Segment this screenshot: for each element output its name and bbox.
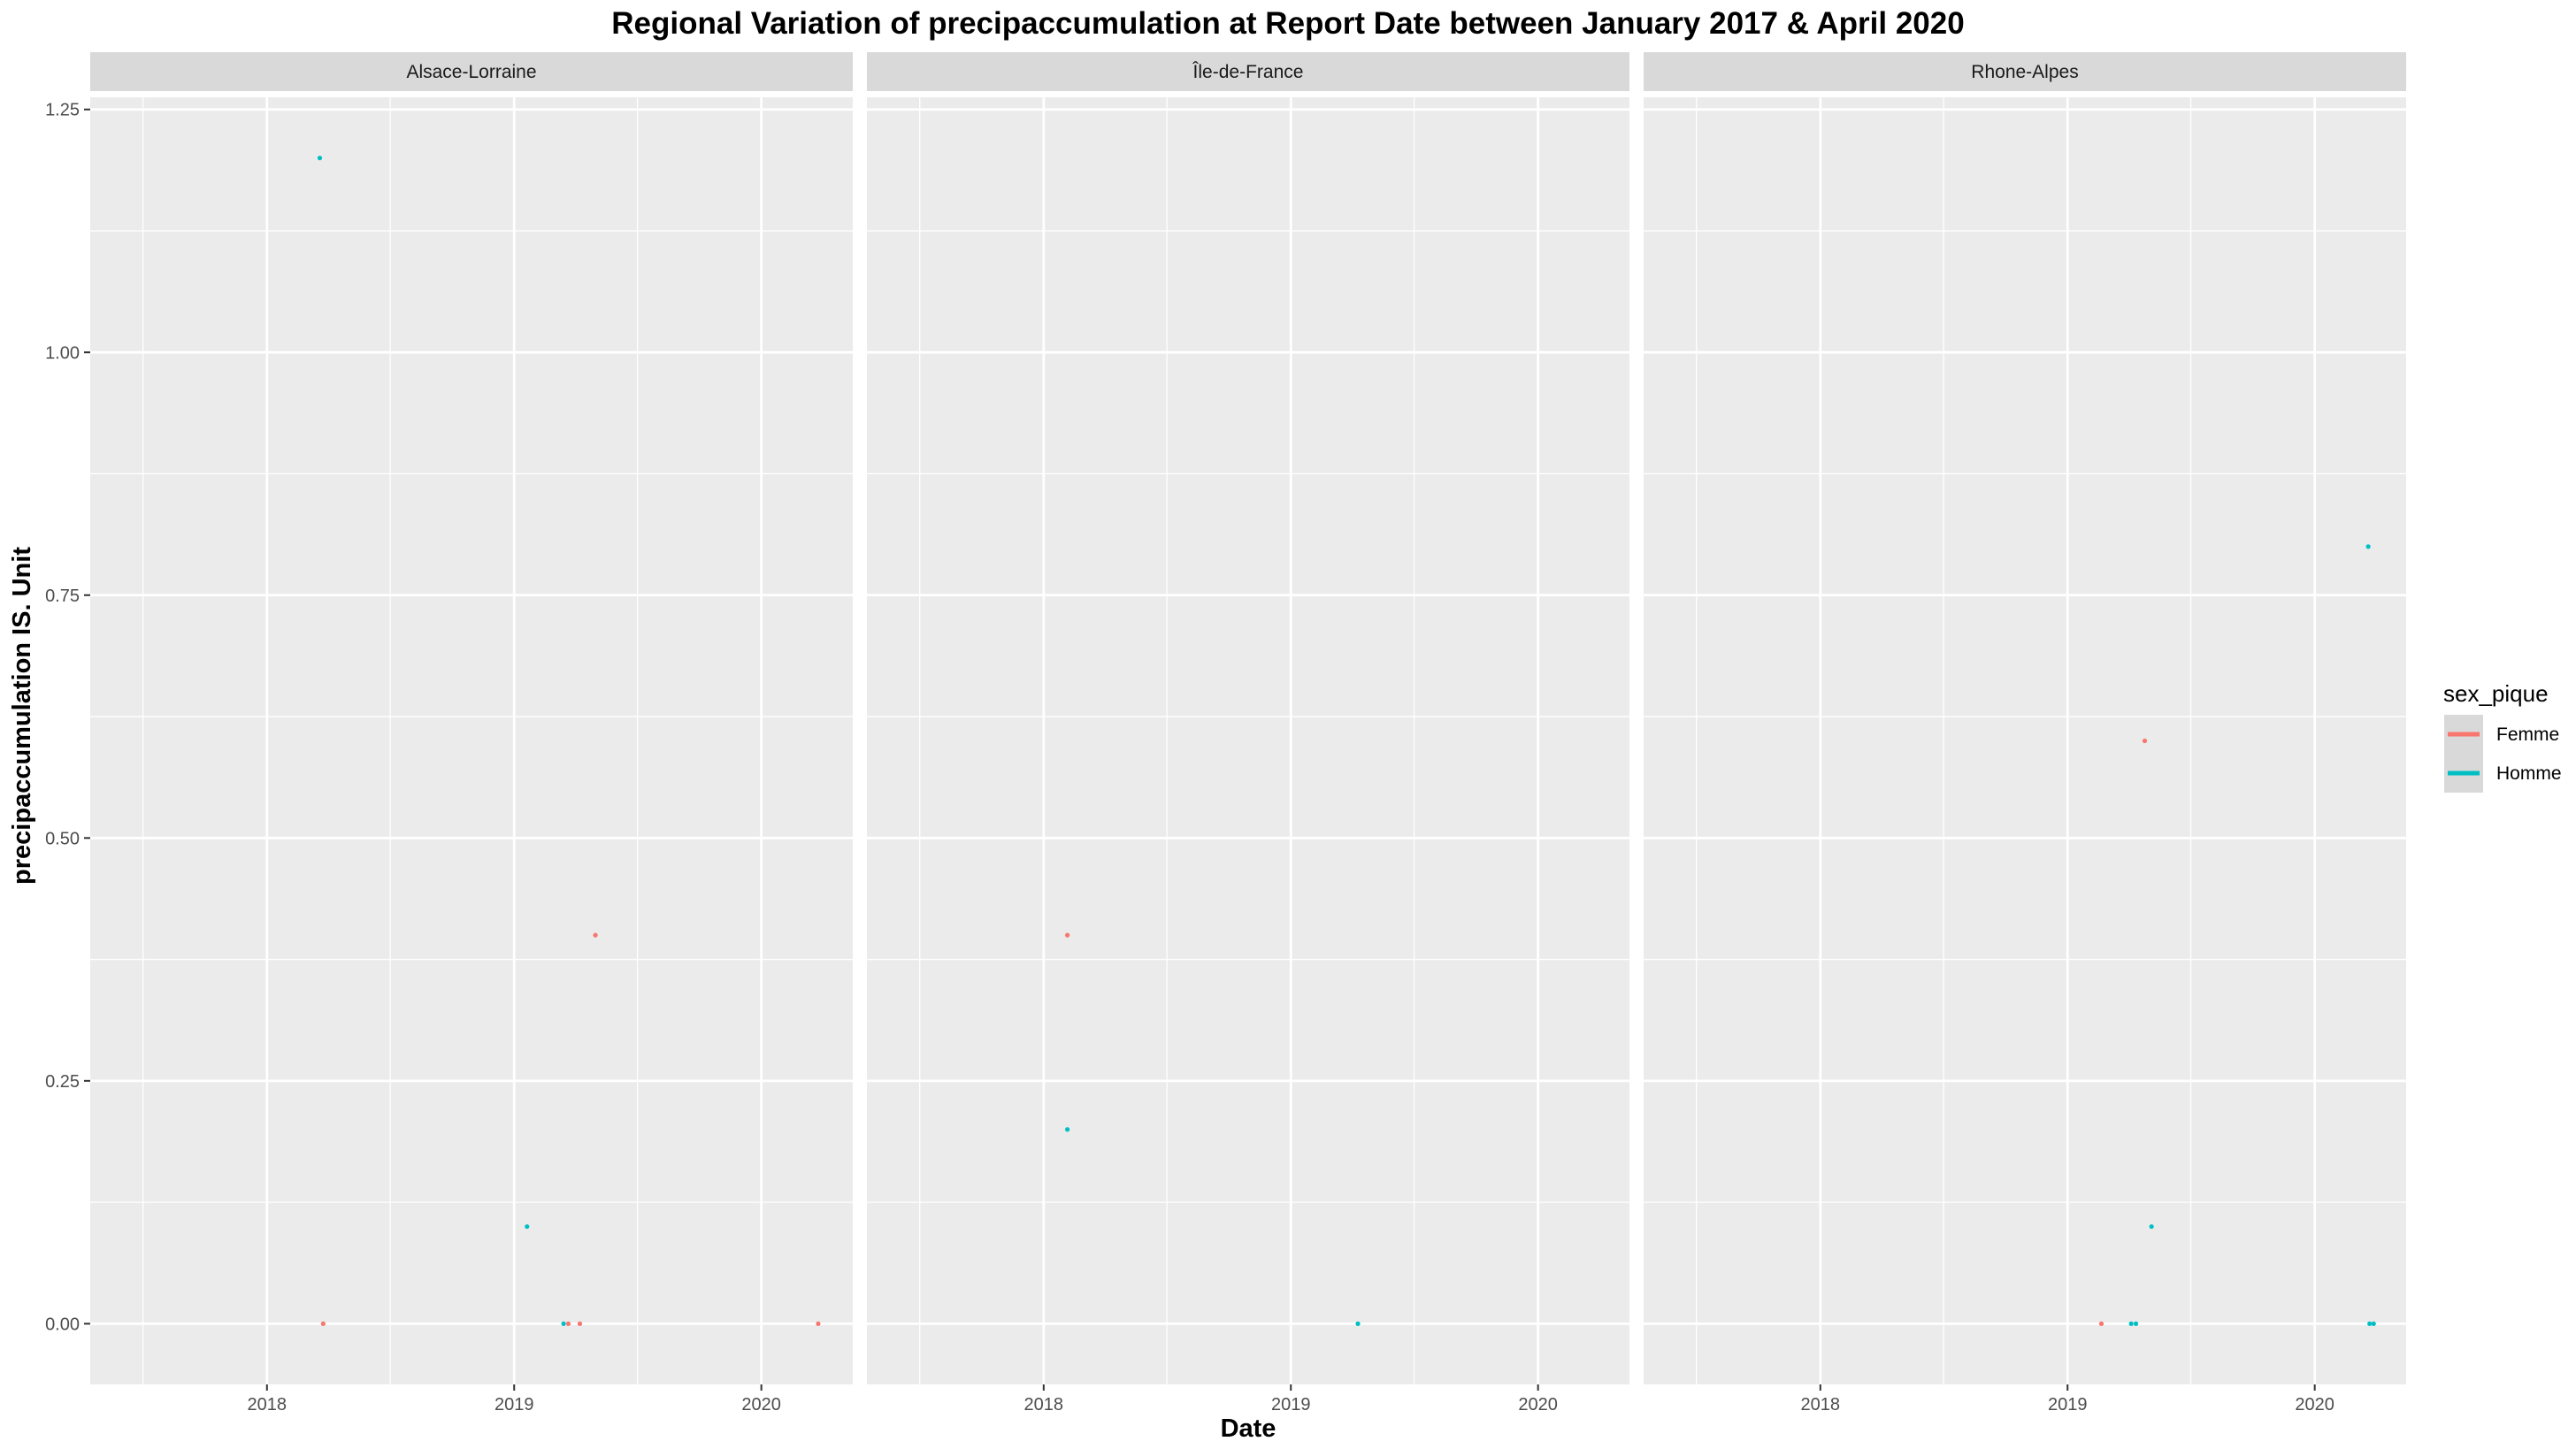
y-tick-label: 0.25 bbox=[45, 1072, 80, 1092]
facet-panel: Rhone-Alpes 2018 2019 2020 bbox=[1644, 52, 2406, 1414]
data-point bbox=[1355, 1321, 1361, 1326]
y-tick-label: 1.00 bbox=[45, 343, 80, 363]
x-tick-label: 2019 bbox=[2048, 1395, 2088, 1414]
facet-strip-label: Alsace-Lorraine bbox=[406, 62, 536, 82]
data-point bbox=[2133, 1321, 2139, 1326]
data-point bbox=[561, 1321, 566, 1326]
data-point bbox=[816, 1321, 821, 1326]
legend-items: Femme Homme bbox=[2444, 715, 2562, 793]
data-point bbox=[1065, 932, 1070, 938]
y-tick-label: 0.50 bbox=[45, 829, 80, 848]
panel-background bbox=[90, 97, 853, 1384]
data-point bbox=[2367, 1321, 2373, 1326]
x-tick-label: 2018 bbox=[1024, 1395, 1064, 1414]
y-tick-label: 0.75 bbox=[45, 586, 80, 606]
x-tick-label: 2019 bbox=[1271, 1395, 1311, 1414]
data-point bbox=[2371, 1321, 2376, 1326]
facet-panel: Île-de-France 2018 2019 2020 bbox=[867, 52, 1629, 1414]
y-tick-label: 0.00 bbox=[45, 1315, 80, 1334]
data-point bbox=[317, 156, 323, 161]
data-point bbox=[2098, 1321, 2104, 1326]
facet-panel: Alsace-Lorraine 2018 2019 2020 bbox=[90, 52, 853, 1414]
x-tick-label: 2018 bbox=[248, 1395, 288, 1414]
legend-item: Femme bbox=[2444, 715, 2559, 754]
facet-strip-label: Île-de-France bbox=[1192, 62, 1304, 82]
legend-item: Homme bbox=[2444, 754, 2562, 793]
x-tick-label: 2020 bbox=[1518, 1395, 1558, 1414]
legend: sex_pique Femme Homme bbox=[2443, 680, 2562, 793]
x-tick-label: 2019 bbox=[494, 1395, 534, 1414]
panel-background bbox=[867, 97, 1629, 1384]
x-tick-label: 2018 bbox=[1801, 1395, 1841, 1414]
legend-title: sex_pique bbox=[2443, 680, 2549, 707]
facet-strip bbox=[90, 52, 853, 91]
legend-label: Homme bbox=[2496, 763, 2562, 784]
facet-strip bbox=[1644, 52, 2406, 91]
x-tick-label: 2020 bbox=[2295, 1395, 2334, 1414]
facet-strip-label: Rhone-Alpes bbox=[1971, 62, 2078, 82]
legend-label: Femme bbox=[2496, 724, 2559, 745]
data-point bbox=[565, 1321, 571, 1326]
y-tick-label: 1.25 bbox=[45, 101, 80, 120]
data-point bbox=[320, 1321, 326, 1326]
x-tick-label: 2020 bbox=[741, 1395, 781, 1414]
facet-strip bbox=[867, 52, 1629, 91]
y-axis-title: precipaccumulation IS. Unit bbox=[8, 547, 36, 885]
x-axis-title: Date bbox=[1221, 1414, 1276, 1443]
y-axis: 0.00 0.25 0.50 0.75 1.00 1.25 bbox=[45, 101, 90, 1334]
data-point bbox=[2149, 1223, 2154, 1230]
data-point bbox=[2142, 738, 2148, 744]
panel-background bbox=[1644, 97, 2406, 1384]
data-point bbox=[2128, 1321, 2134, 1326]
data-point bbox=[525, 1223, 530, 1230]
data-point bbox=[1065, 1127, 1070, 1132]
data-point bbox=[2365, 544, 2371, 549]
data-point bbox=[593, 932, 598, 938]
chart-title: Regional Variation of precipaccumulation… bbox=[611, 6, 1964, 41]
data-point bbox=[577, 1321, 583, 1326]
